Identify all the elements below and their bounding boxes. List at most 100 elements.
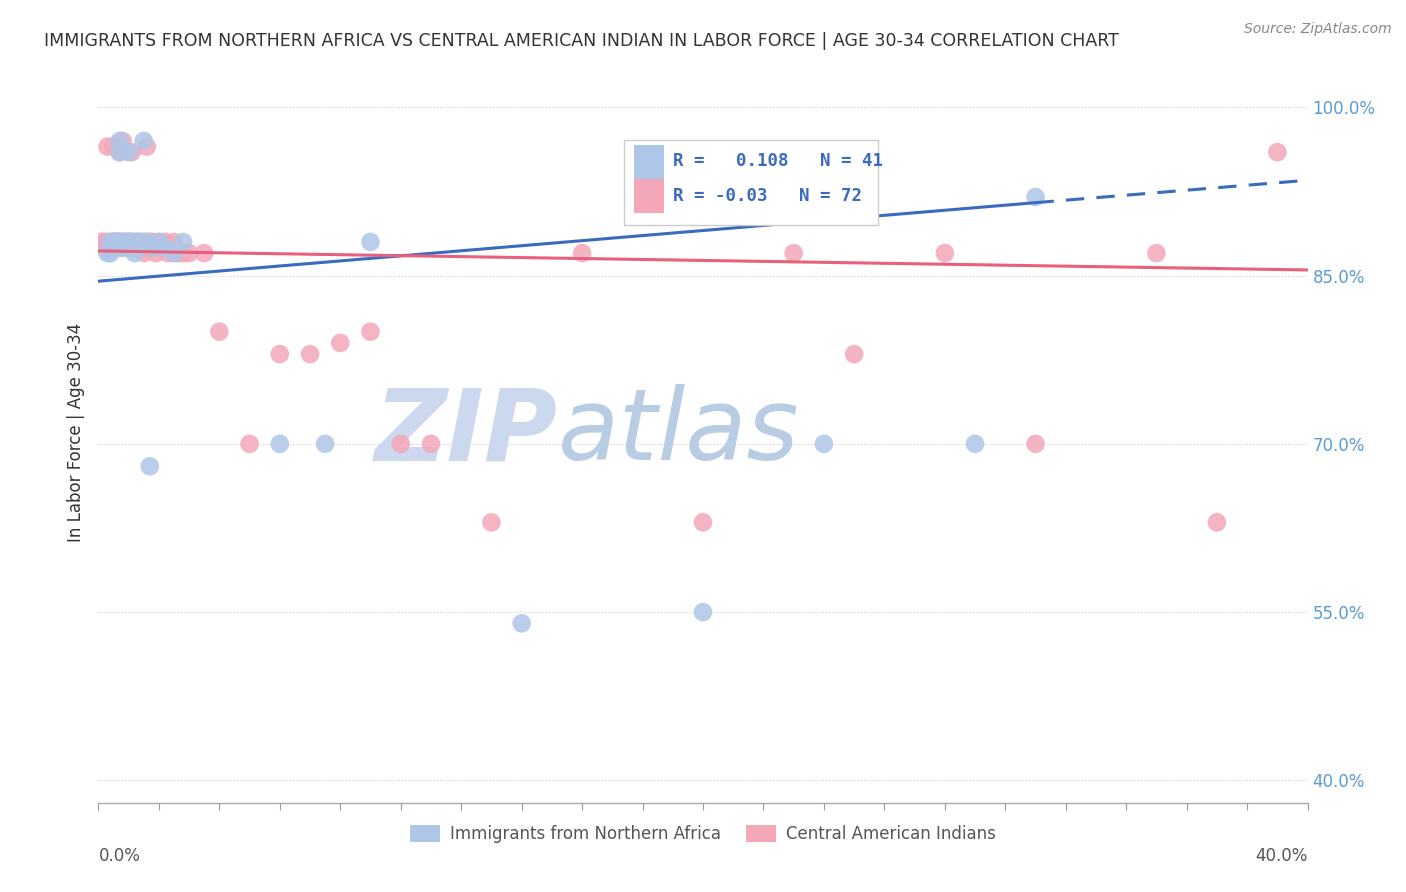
Point: [145, 246, 167, 260]
Point: [111, 240, 134, 255]
Point: [129, 235, 152, 249]
Point: [111, 235, 134, 249]
Point: [114, 235, 136, 249]
Point: [118, 240, 141, 255]
Point: [139, 459, 162, 474]
Point: [108, 134, 131, 148]
Point: [124, 235, 146, 249]
Point: [100, 235, 122, 249]
Point: [420, 437, 443, 451]
Point: [90, 235, 112, 249]
Point: [139, 235, 162, 249]
Point: [153, 235, 176, 249]
Point: [105, 235, 128, 249]
Point: [965, 437, 987, 451]
Point: [329, 335, 352, 350]
Point: [100, 240, 122, 255]
Point: [269, 347, 291, 361]
Point: [105, 235, 128, 249]
Point: [193, 246, 215, 260]
Point: [239, 437, 262, 451]
Point: [179, 246, 201, 260]
Point: [135, 139, 157, 153]
Point: [124, 240, 146, 255]
Point: [844, 347, 866, 361]
Bar: [634, 179, 664, 212]
Point: [121, 235, 143, 249]
Point: [100, 235, 122, 249]
Point: [108, 145, 131, 160]
Point: [111, 240, 134, 255]
Point: [1267, 145, 1289, 160]
Text: R =   0.108   N = 41: R = 0.108 N = 41: [672, 152, 883, 169]
Point: [148, 235, 170, 249]
Point: [105, 240, 128, 255]
Point: [105, 240, 128, 255]
Point: [111, 134, 134, 148]
Point: [934, 246, 956, 260]
Point: [111, 240, 134, 255]
Point: [314, 437, 336, 451]
Point: [148, 240, 170, 255]
Point: [132, 235, 155, 249]
Point: [132, 240, 155, 255]
Point: [783, 246, 806, 260]
Point: [127, 235, 149, 249]
Point: [103, 235, 125, 249]
Text: ZIP: ZIP: [375, 384, 558, 481]
Point: [93, 235, 115, 249]
Point: [124, 240, 146, 255]
Point: [692, 516, 714, 530]
Point: [111, 235, 134, 249]
Text: 40.0%: 40.0%: [1256, 847, 1308, 865]
Point: [96, 139, 118, 153]
Point: [156, 246, 179, 260]
Point: [100, 246, 122, 260]
Point: [108, 235, 131, 249]
Point: [111, 235, 134, 249]
Point: [510, 616, 533, 631]
Point: [103, 240, 125, 255]
Point: [108, 145, 131, 160]
Point: [360, 325, 382, 339]
Point: [118, 235, 141, 249]
Point: [96, 246, 118, 260]
Point: [389, 437, 412, 451]
Point: [139, 240, 162, 255]
FancyBboxPatch shape: [624, 140, 879, 226]
Point: [142, 240, 165, 255]
Point: [142, 235, 165, 249]
Point: [692, 605, 714, 619]
Point: [481, 516, 503, 530]
Point: [121, 145, 143, 160]
Point: [118, 235, 141, 249]
Point: [108, 240, 131, 255]
Point: [813, 437, 835, 451]
Point: [166, 246, 188, 260]
Point: [114, 235, 136, 249]
Point: [114, 240, 136, 255]
Text: R = -0.03   N = 72: R = -0.03 N = 72: [672, 186, 862, 204]
Point: [142, 240, 165, 255]
Point: [103, 139, 125, 153]
Point: [360, 235, 382, 249]
Point: [118, 145, 141, 160]
Point: [127, 240, 149, 255]
Point: [299, 347, 322, 361]
Point: [118, 235, 141, 249]
Point: [129, 235, 152, 249]
Point: [163, 235, 186, 249]
Point: [108, 235, 131, 249]
Point: [1144, 246, 1167, 260]
Point: [129, 240, 152, 255]
Text: Source: ZipAtlas.com: Source: ZipAtlas.com: [1244, 22, 1392, 37]
Point: [105, 235, 128, 249]
Point: [121, 235, 143, 249]
Point: [121, 240, 143, 255]
Text: IMMIGRANTS FROM NORTHERN AFRICA VS CENTRAL AMERICAN INDIAN IN LABOR FORCE | AGE : IMMIGRANTS FROM NORTHERN AFRICA VS CENTR…: [44, 32, 1119, 50]
Point: [124, 246, 146, 260]
Point: [135, 235, 157, 249]
Y-axis label: In Labor Force | Age 30-34: In Labor Force | Age 30-34: [66, 323, 84, 542]
Point: [127, 235, 149, 249]
Point: [93, 240, 115, 255]
